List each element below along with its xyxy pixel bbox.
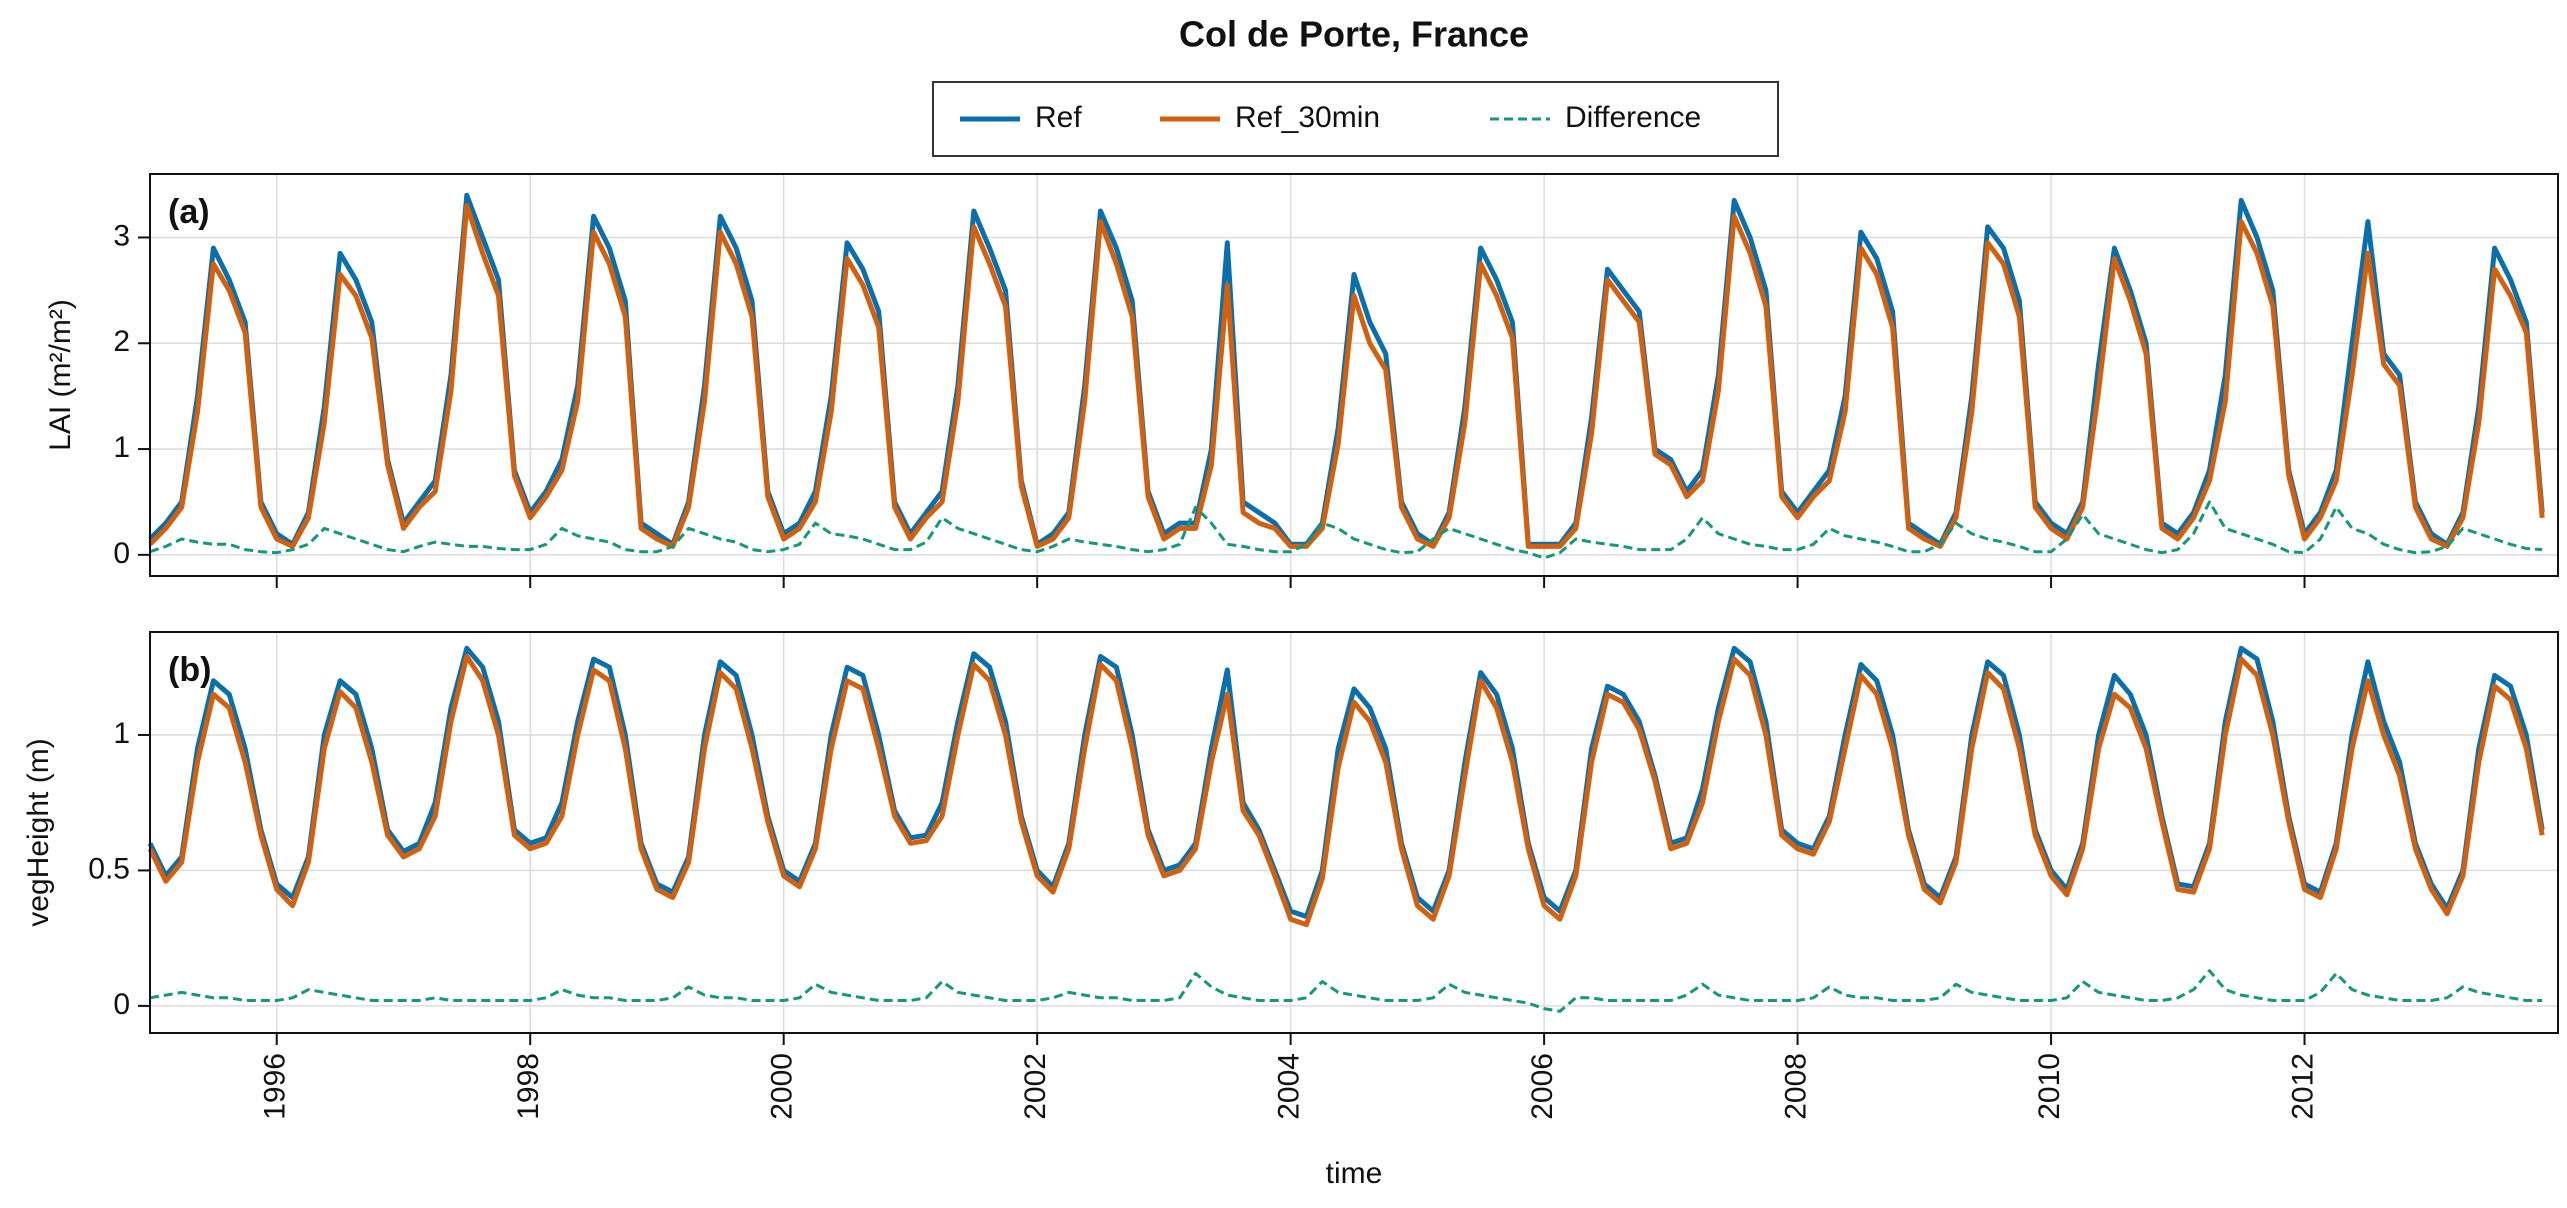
y-tick-label: 0.5 bbox=[88, 852, 130, 885]
legend-label: Ref_30min bbox=[1235, 101, 1380, 134]
y-tick-label: 0 bbox=[113, 988, 130, 1021]
x-tick-label: 2000 bbox=[766, 1053, 799, 1120]
y-tick-label: 1 bbox=[113, 431, 130, 464]
panel-label: (b) bbox=[168, 651, 211, 689]
y-tick-label: 0 bbox=[113, 537, 130, 570]
plot-frame bbox=[149, 631, 2559, 1034]
legend-label: Ref bbox=[1035, 101, 1082, 134]
legend-label: Difference bbox=[1565, 101, 1701, 134]
panel-label: (a) bbox=[168, 193, 210, 231]
y-tick-label: 3 bbox=[113, 219, 130, 252]
x-tick-label: 2012 bbox=[2286, 1053, 2319, 1120]
series-line bbox=[149, 500, 2543, 560]
series-line bbox=[149, 969, 2543, 1013]
x-tick-label: 2006 bbox=[1526, 1053, 1559, 1120]
y-tick-label: 1 bbox=[113, 717, 130, 750]
x-tick-label: 2008 bbox=[1780, 1053, 1813, 1120]
series-line bbox=[147, 653, 2545, 928]
x-tick-label: 2004 bbox=[1273, 1053, 1306, 1120]
x-tick-label: 2010 bbox=[2033, 1053, 2066, 1120]
plot-frame bbox=[149, 173, 2559, 577]
legend-box bbox=[932, 81, 1779, 157]
x-tick-label: 1996 bbox=[259, 1053, 292, 1120]
y-tick-label: 2 bbox=[113, 325, 130, 358]
y-axis-label: LAI (m²/m²) bbox=[44, 299, 77, 451]
series-line bbox=[147, 645, 2545, 919]
y-axis-label: vegHeight (m) bbox=[22, 738, 55, 926]
x-tick-label: 1998 bbox=[512, 1053, 545, 1120]
series-line bbox=[148, 203, 2545, 549]
chart-title: Col de Porte, France bbox=[1179, 14, 1529, 55]
x-tick-label: 2002 bbox=[1019, 1053, 1052, 1120]
x-axis-label: time bbox=[1326, 1157, 1383, 1190]
